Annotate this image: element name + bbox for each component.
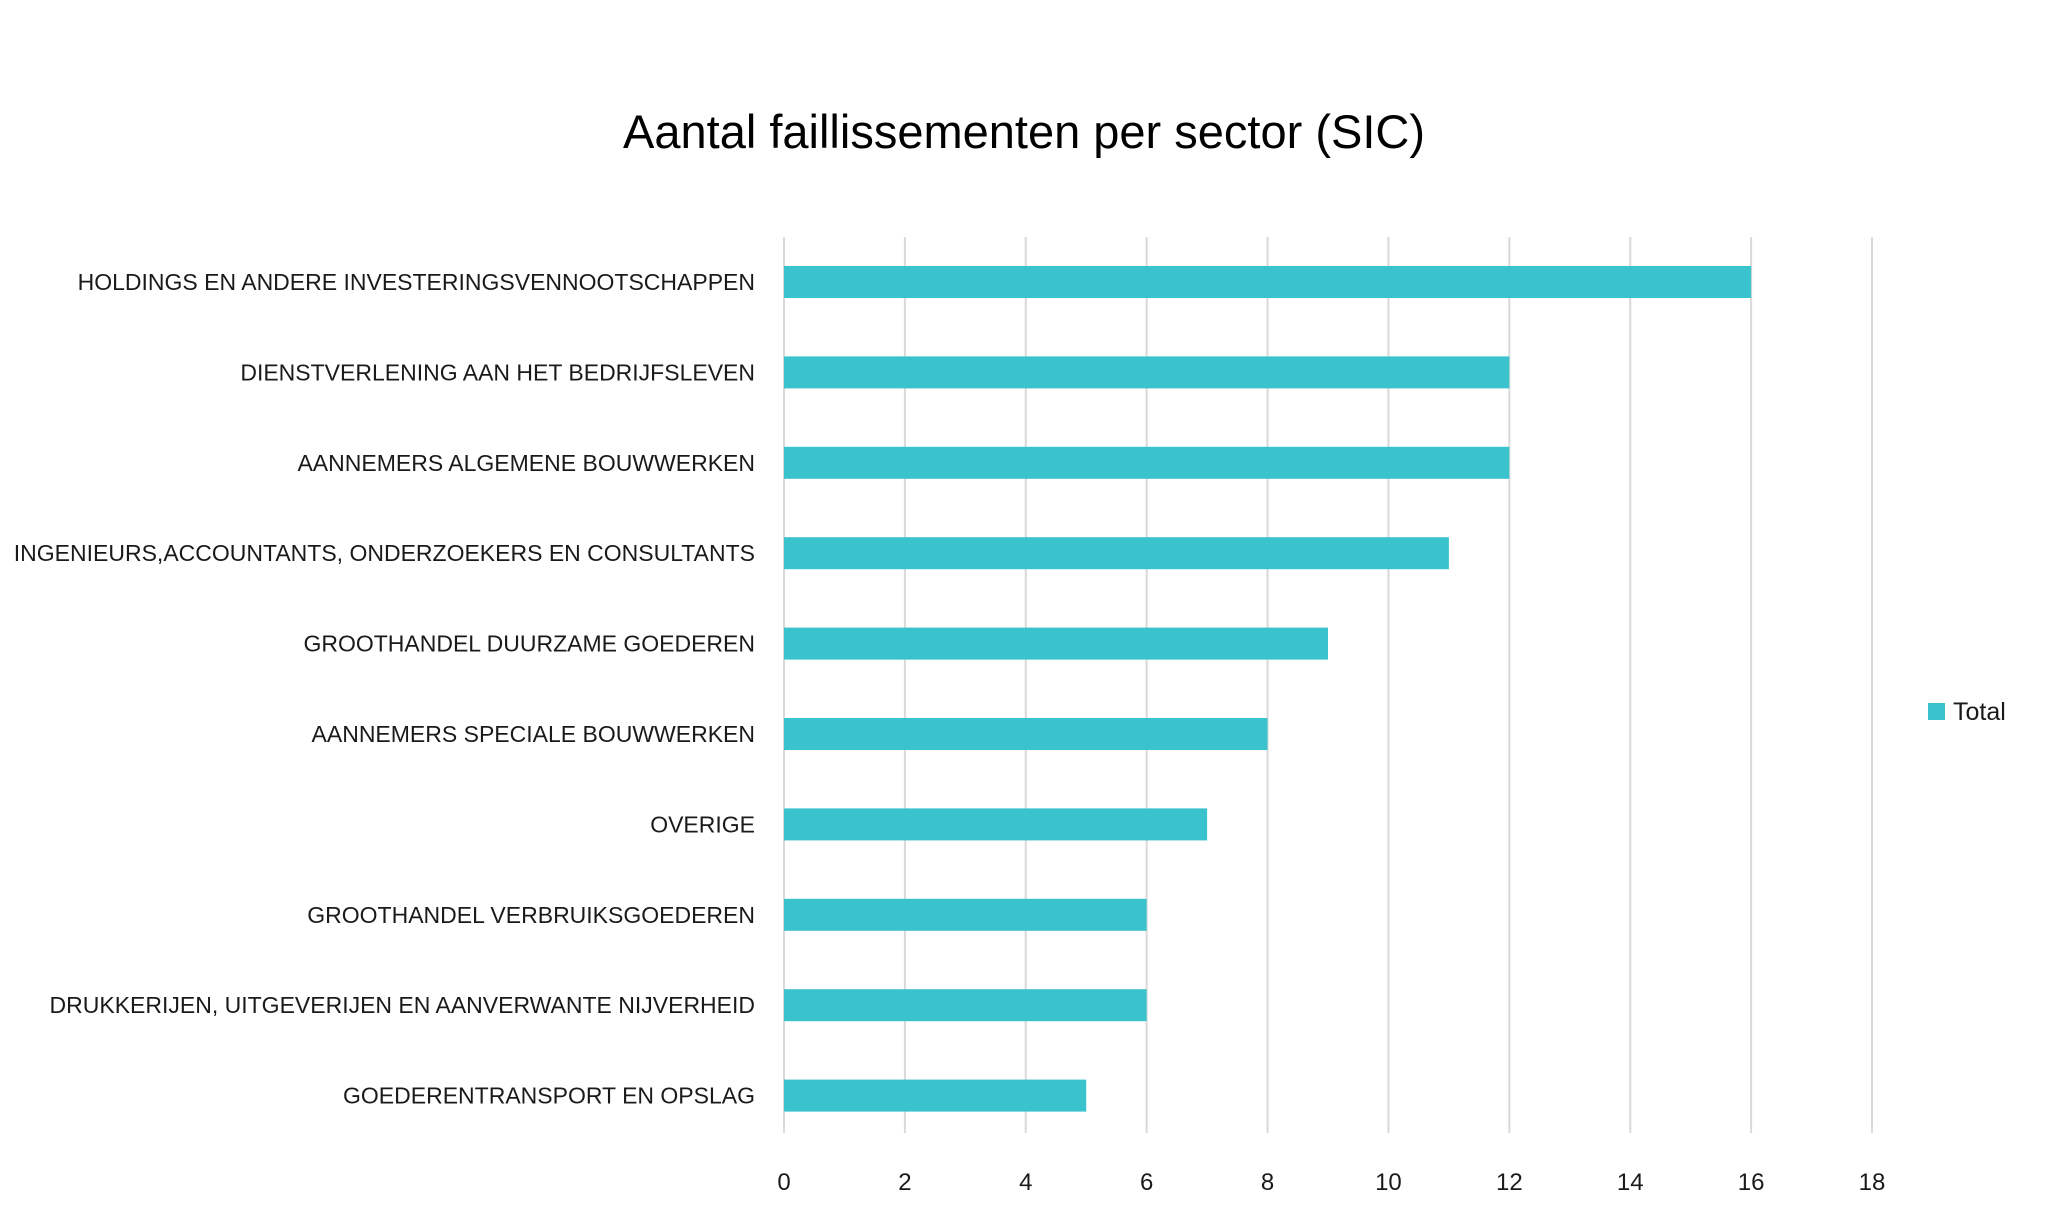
x-tick-label: 14 [1617,1169,1644,1196]
legend: Total [1928,698,2006,726]
bars [784,266,1752,1112]
x-axis-tick-labels: 0 2 4 6 8 10 12 14 16 18 [777,1169,1885,1196]
category-label: INGENIEURS,ACCOUNTANTS, ONDERZOEKERS EN … [14,540,755,566]
bar [784,1079,1087,1112]
legend-swatch-total [1928,703,1945,720]
category-label: AANNEMERS SPECIALE BOUWWERKEN [312,721,755,747]
bar [784,808,1208,841]
bar [784,718,1268,750]
x-tick-label: 4 [1019,1169,1032,1196]
x-tick-label: 8 [1261,1169,1274,1196]
bar [784,989,1147,1022]
legend-label-total: Total [1953,698,2006,726]
category-label: HOLDINGS EN ANDERE INVESTERINGSVENNOOTSC… [78,269,755,295]
category-label: AANNEMERS ALGEMENE BOUWWERKEN [297,450,755,476]
x-tick-label: 0 [777,1169,790,1196]
bar [784,627,1328,660]
category-label: GOEDERENTRANSPORT EN OPSLAG [343,1083,755,1109]
category-label: OVERIGE [650,811,755,837]
x-tick-label: 2 [898,1169,911,1196]
category-labels: HOLDINGS EN ANDERE INVESTERINGSVENNOOTSC… [14,269,755,1109]
category-label: DRUKKERIJEN, UITGEVERIJEN EN AANVERWANTE… [50,992,755,1018]
x-tick-label: 18 [1859,1169,1886,1196]
category-label: GROOTHANDEL DUURZAME GOEDEREN [303,631,755,657]
chart-title: Aantal faillissementen per sector (SIC) [623,105,1425,158]
x-tick-label: 10 [1375,1169,1402,1196]
x-tick-label: 6 [1140,1169,1153,1196]
category-label: DIENSTVERLENING AAN HET BEDRIJFSLEVEN [240,359,755,385]
bar [784,898,1147,931]
x-tick-label: 12 [1496,1169,1523,1196]
x-tick-label: 16 [1738,1169,1765,1196]
bar [784,446,1510,479]
category-label: GROOTHANDEL VERBRUIKSGOEDEREN [307,902,755,928]
bar [784,266,1752,298]
bar [784,537,1449,570]
bar [784,356,1510,389]
